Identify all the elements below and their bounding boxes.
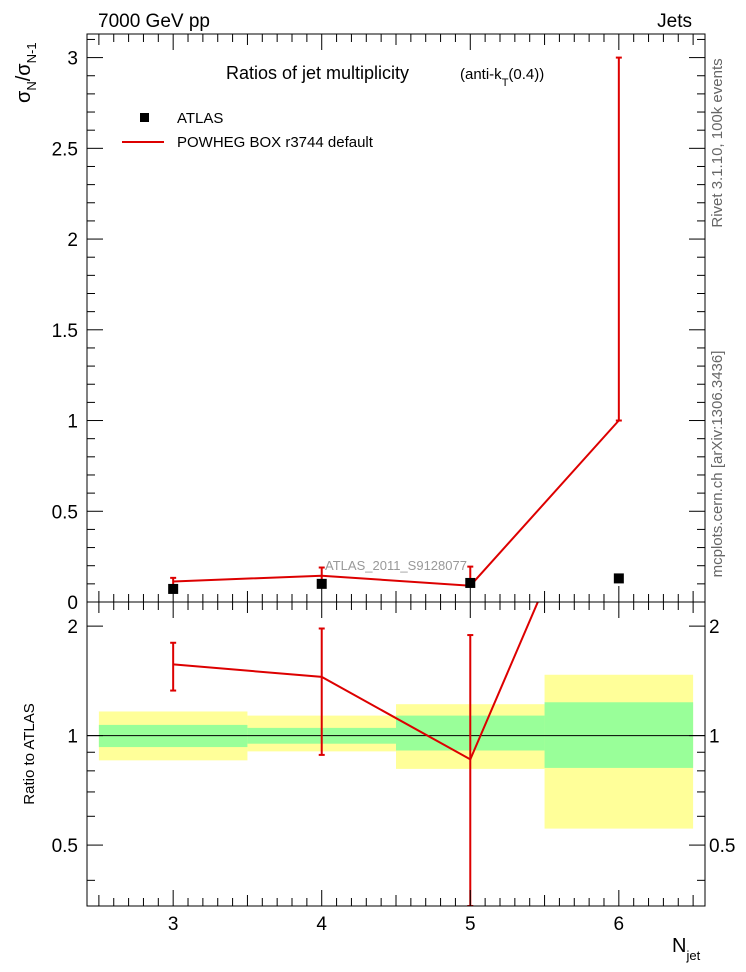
legend-data-marker	[140, 113, 149, 122]
y-tick-label: 3	[67, 49, 78, 70]
x-tick-label: 6	[614, 914, 625, 935]
legend-mc-label: POWHEG BOX r3744 default	[177, 134, 374, 151]
ratio-y-tick-label: 2	[67, 617, 78, 638]
x-tick-label: 4	[316, 914, 327, 935]
mcplots-label: mcplots.cern.ch [arXiv:1306.3436]	[709, 351, 726, 578]
ratio-y-tick-label-right: 0.5	[709, 836, 735, 857]
mc-line	[173, 419, 620, 587]
ratio-y-tick-label: 0.5	[52, 836, 78, 857]
energy-label: 7000 GeV pp	[98, 11, 210, 32]
mc-series	[170, 56, 622, 593]
y-tick-label: 1.5	[52, 321, 78, 342]
main-y-axis-label: σN/σN-1	[13, 42, 39, 103]
ratio-error-bar	[467, 634, 474, 906]
x-tick-labels: 3 4 5 6	[168, 914, 624, 935]
analysis-label: ATLAS_2011_S9128077	[325, 558, 467, 573]
y-tick-label: 0.5	[52, 502, 78, 523]
ratio-ticks	[87, 602, 705, 906]
data-point	[613, 573, 624, 584]
ratio-panel: 0.5 0.5 1 1 2 2 3 4 5 6 Ratio to ATLAS Njet	[21, 601, 736, 963]
main-panel: 0 0.5 1 1.5 2 2.5 3 Ratios of jet multiplicity…	[13, 33, 706, 614]
ratio-error-bar	[318, 627, 325, 756]
legend-data-label: ATLAS	[177, 110, 223, 127]
mc-error-bar	[615, 56, 622, 422]
chart-title: Ratios of jet multiplicity	[226, 63, 409, 83]
ratio-error-bar	[170, 641, 177, 692]
band-inner	[544, 702, 694, 768]
y-tick-label: 2.5	[52, 139, 78, 160]
data-point	[465, 577, 476, 588]
x-tick-label: 3	[168, 914, 179, 935]
x-tick-label: 5	[465, 914, 476, 935]
ratio-y-axis-label: Ratio to ATLAS	[21, 703, 38, 804]
ratio-y-tick-label-right: 1	[709, 727, 720, 748]
ratio-y-tick-labels: 0.5 0.5 1 1 2 2	[52, 617, 736, 857]
legend: ATLAS POWHEG BOX r3744 default	[122, 110, 374, 151]
y-tick-label: 1	[67, 412, 78, 433]
ratio-y-tick-label: 1	[67, 727, 78, 748]
ratio-y-tick-label-right: 2	[709, 617, 720, 638]
chart-title-jet-algo: (anti-kT(0.4))	[460, 66, 544, 89]
process-label: Jets	[657, 11, 692, 32]
y-tick-label: 0	[67, 593, 78, 614]
ratio-mc-line	[173, 602, 539, 761]
main-y-tick-labels: 0 0.5 1 1.5 2 2.5 3	[52, 49, 78, 614]
ratio-mc-series	[170, 602, 539, 906]
rivet-label: Rivet 3.1.10, 100k events	[709, 58, 726, 227]
data-point	[316, 578, 327, 589]
data-series	[168, 573, 624, 594]
x-axis-label: Njet	[672, 935, 701, 963]
y-tick-label: 2	[67, 230, 78, 251]
main-ticks	[87, 34, 705, 603]
ratio-bands	[98, 674, 694, 829]
